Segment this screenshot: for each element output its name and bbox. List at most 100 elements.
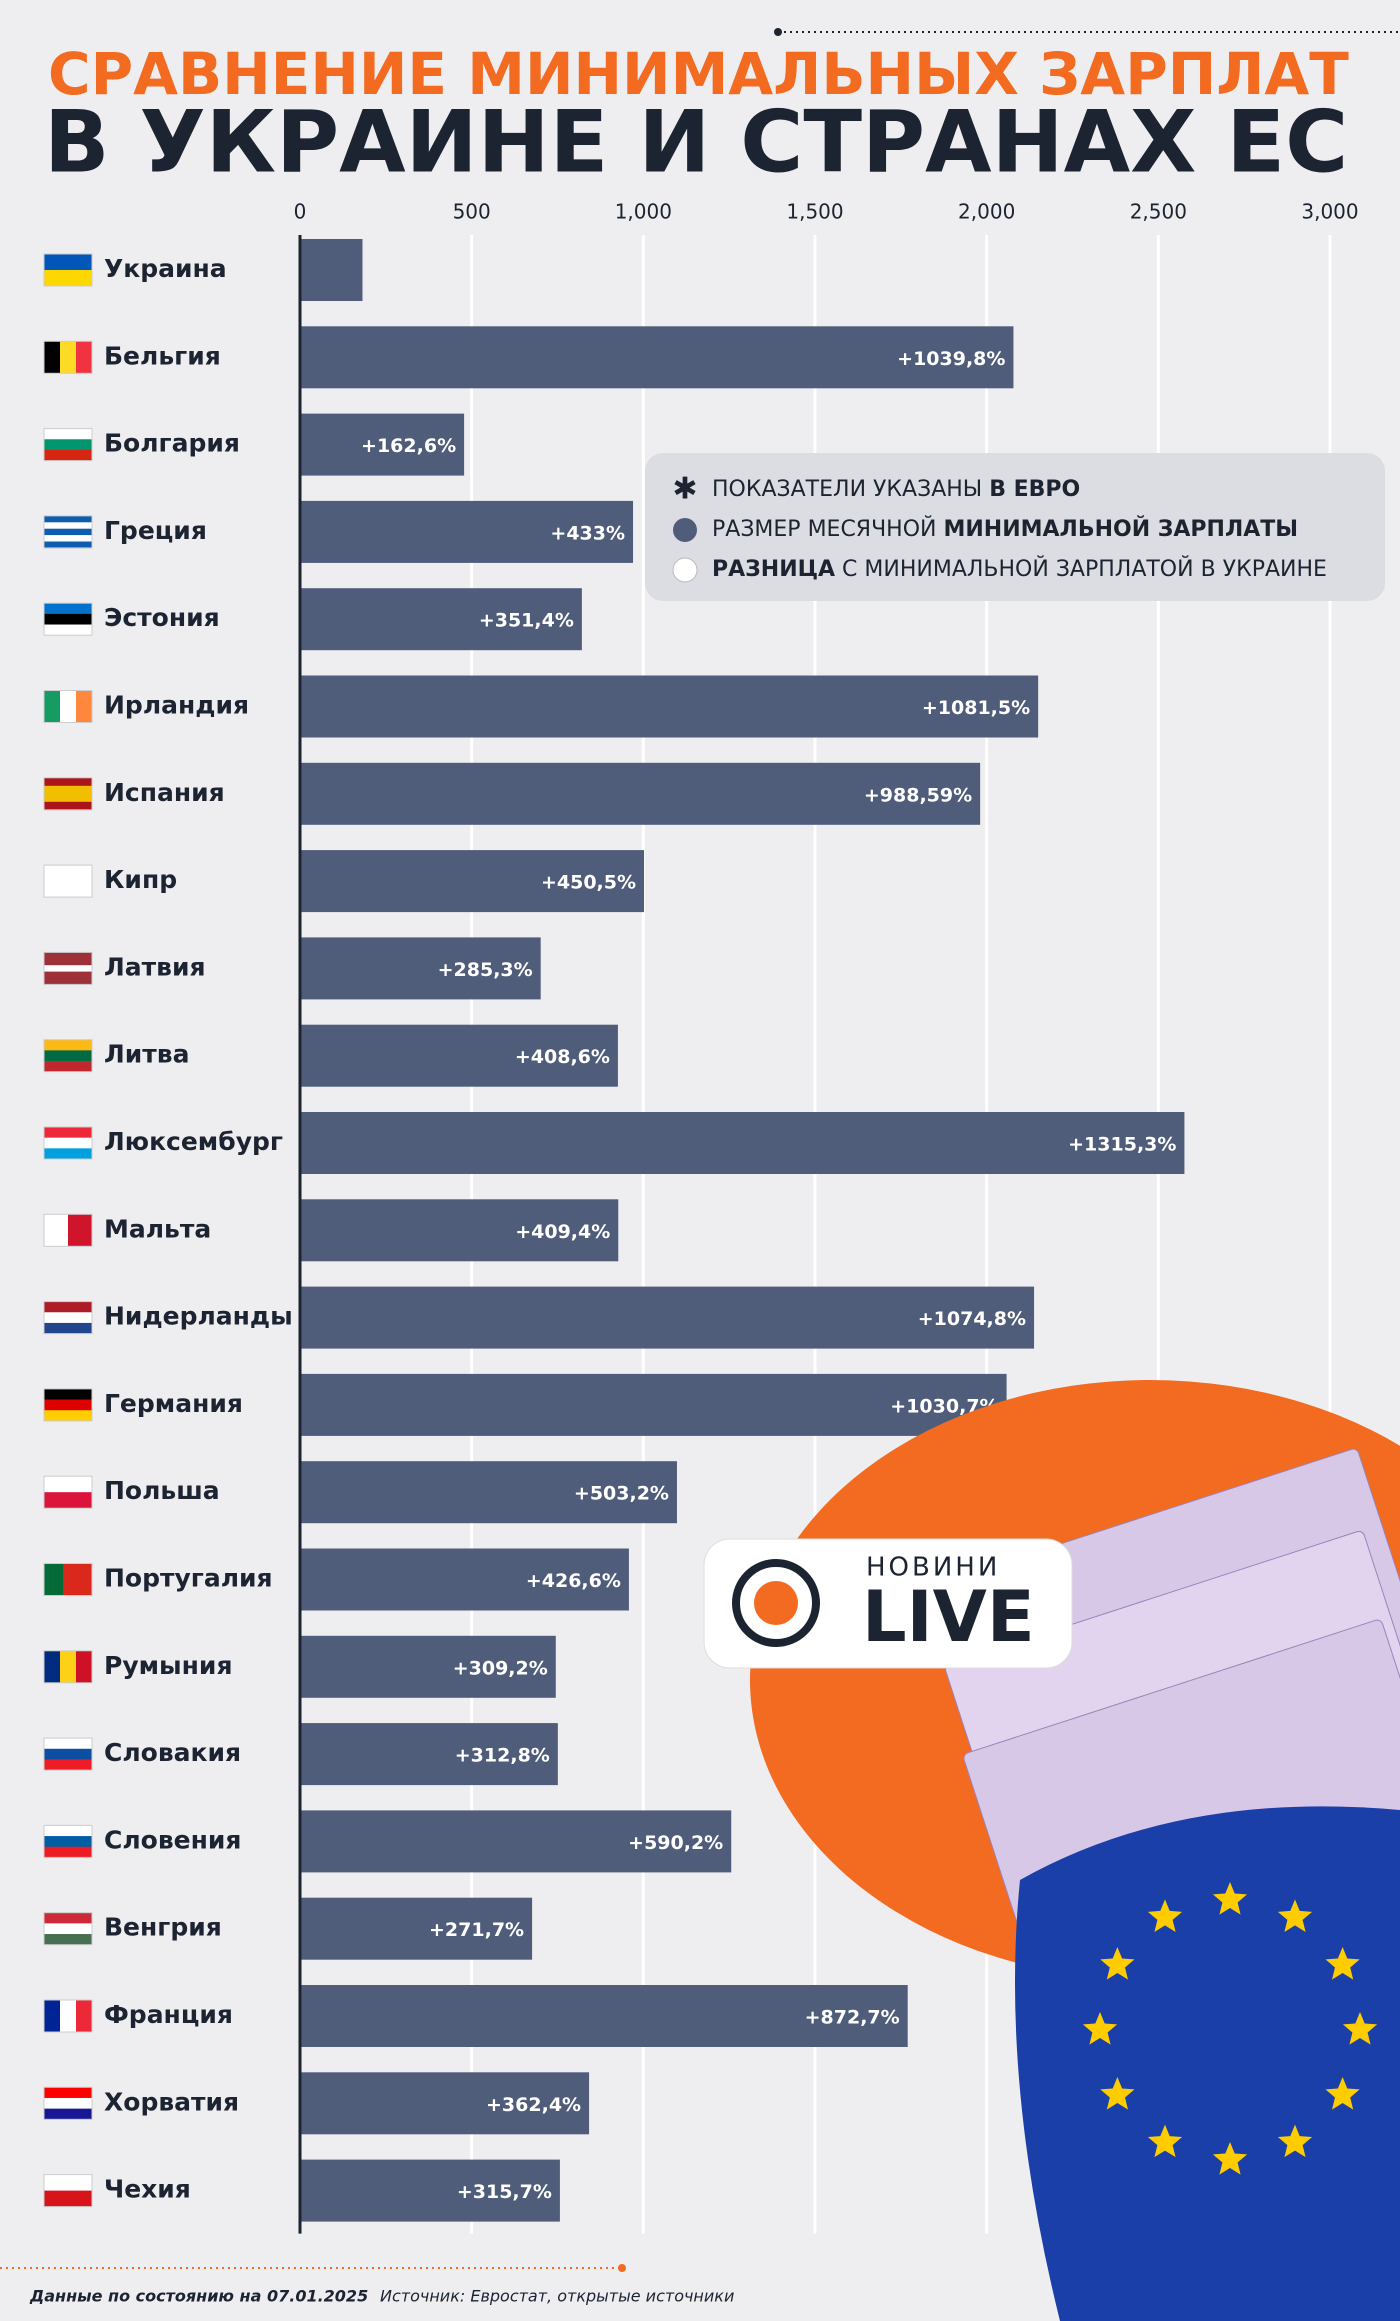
flag-border [43,340,93,374]
bar [300,1461,677,1524]
flag-stripe [44,2097,92,2109]
category-label: Чехия [104,2175,191,2204]
legend-asterisk: ✱ [672,472,697,507]
flag-stripe [60,341,77,374]
star [1212,2142,1248,2175]
legend-segment: С МИНИМАЛЬНОЙ ЗАРПЛАТОЙ В УКРАИНЕ [842,556,1327,582]
flag-stripe [44,1650,61,1683]
flag-stripe [44,2087,92,2099]
category-label: Латвия [104,952,206,981]
category-label: Польша [104,1476,220,1505]
star [1325,2077,1360,2110]
bar [300,850,645,913]
eu-flag [1015,1806,1400,2321]
flag-border [43,1824,93,1858]
data-label: +309,2% [453,1657,548,1679]
bar [300,1373,1007,1436]
category-label: Хорватия [104,2087,239,2116]
flag-stripe [44,801,92,811]
flag-stripe [44,2190,92,2207]
data-label: +409,4% [515,1221,610,1243]
bar [300,239,363,301]
star [1147,2124,1183,2158]
flag-stripe [44,971,92,979]
star [1100,1947,1135,1980]
flag-border [43,1213,93,1247]
flag-stripe [82,1563,93,1596]
data-label: +1081,5% [922,697,1030,719]
flag-stripe [44,1301,92,1313]
star [1212,1882,1248,1915]
data-label: +1315,3% [1068,1134,1176,1156]
flag-stripe [44,958,92,966]
flag-stripe [44,1127,92,1138]
data-label: +408,6% [515,1046,610,1068]
flag-stripe [44,1050,92,1062]
flag-stripe [60,2000,77,2032]
flag-stripe [44,449,92,461]
data-label: +271,7% [429,1919,524,1941]
flag-stripe [44,1399,92,1411]
decor-dot [618,2264,626,2272]
bar [300,326,1014,389]
bar [300,1199,619,1262]
flag-stripe [68,1214,93,1247]
flag-stripe [44,1039,92,1051]
flag-stripe [44,1137,92,1149]
data-label: +426,6% [526,1570,621,1592]
category-label: Португалия [104,1564,273,1593]
flag-stripe [44,603,92,615]
x-tick-label: 3,000 [1301,200,1358,224]
bar [300,1810,732,1873]
flag-border [43,1126,93,1160]
bar [300,2072,590,2135]
flag-stripe [44,1563,54,1596]
flag-stripe [44,865,92,898]
star [1147,1899,1183,1932]
footnote: Данные по состоянию на 07.01.2025 [29,2287,368,2306]
category-label: Болгария [104,429,240,458]
legend-segment: В ЕВРО [989,477,1080,502]
category-label: Румыния [104,1651,233,1680]
flag-border [43,1563,93,1596]
bar [300,1024,618,1087]
flag-stripe [44,1492,92,1509]
flag-border [43,1737,93,1771]
legend-segment: ПОКАЗАТЕЛИ УКАЗАНЫ [712,477,982,502]
flag-stripe [44,624,92,636]
bar [300,413,465,476]
legend-swatch [673,518,697,542]
category-label: Германия [104,1389,243,1418]
star [1100,2077,1135,2110]
bar [300,762,981,825]
flag-border [43,864,93,898]
data-label: +988,59% [864,784,972,806]
category-label: Греция [104,516,207,545]
flag-stripe [44,785,92,795]
bar [300,2159,560,2222]
flag-stripe [44,1388,92,1400]
legend-box [645,453,1385,601]
logo-bottom: LIVE [862,1576,1035,1658]
flag-stripe [53,1563,64,1596]
data-label: +351,4% [479,610,574,632]
source: Источник: Евростат, открытые источники [380,2287,734,2306]
data-label: +312,8% [455,1745,550,1767]
data-label: +315,7% [457,2181,552,2203]
star [1082,2012,1118,2045]
flag-stripe [44,270,92,287]
flag-stripe [44,341,61,374]
flag-stripe [44,777,92,787]
category-label: Литва [104,1040,189,1069]
flag-stripe [44,1410,92,1422]
flag-border [43,1475,93,1509]
category-label: Нидерланды [104,1302,293,1331]
flag-stripe [44,254,92,271]
bar [300,1112,1185,1174]
flag-border [43,1999,93,2033]
flag-stripe [44,1312,92,1324]
data-label: +1039,8% [897,348,1005,370]
flag-stripe [44,1912,92,1924]
flag-stripe [44,2000,61,2032]
legend: ✱ ПОКАЗАТЕЛИ УКАЗАНЫ В ЕВРО РАЗМЕР МЕСЯЧНО… [645,453,1385,601]
